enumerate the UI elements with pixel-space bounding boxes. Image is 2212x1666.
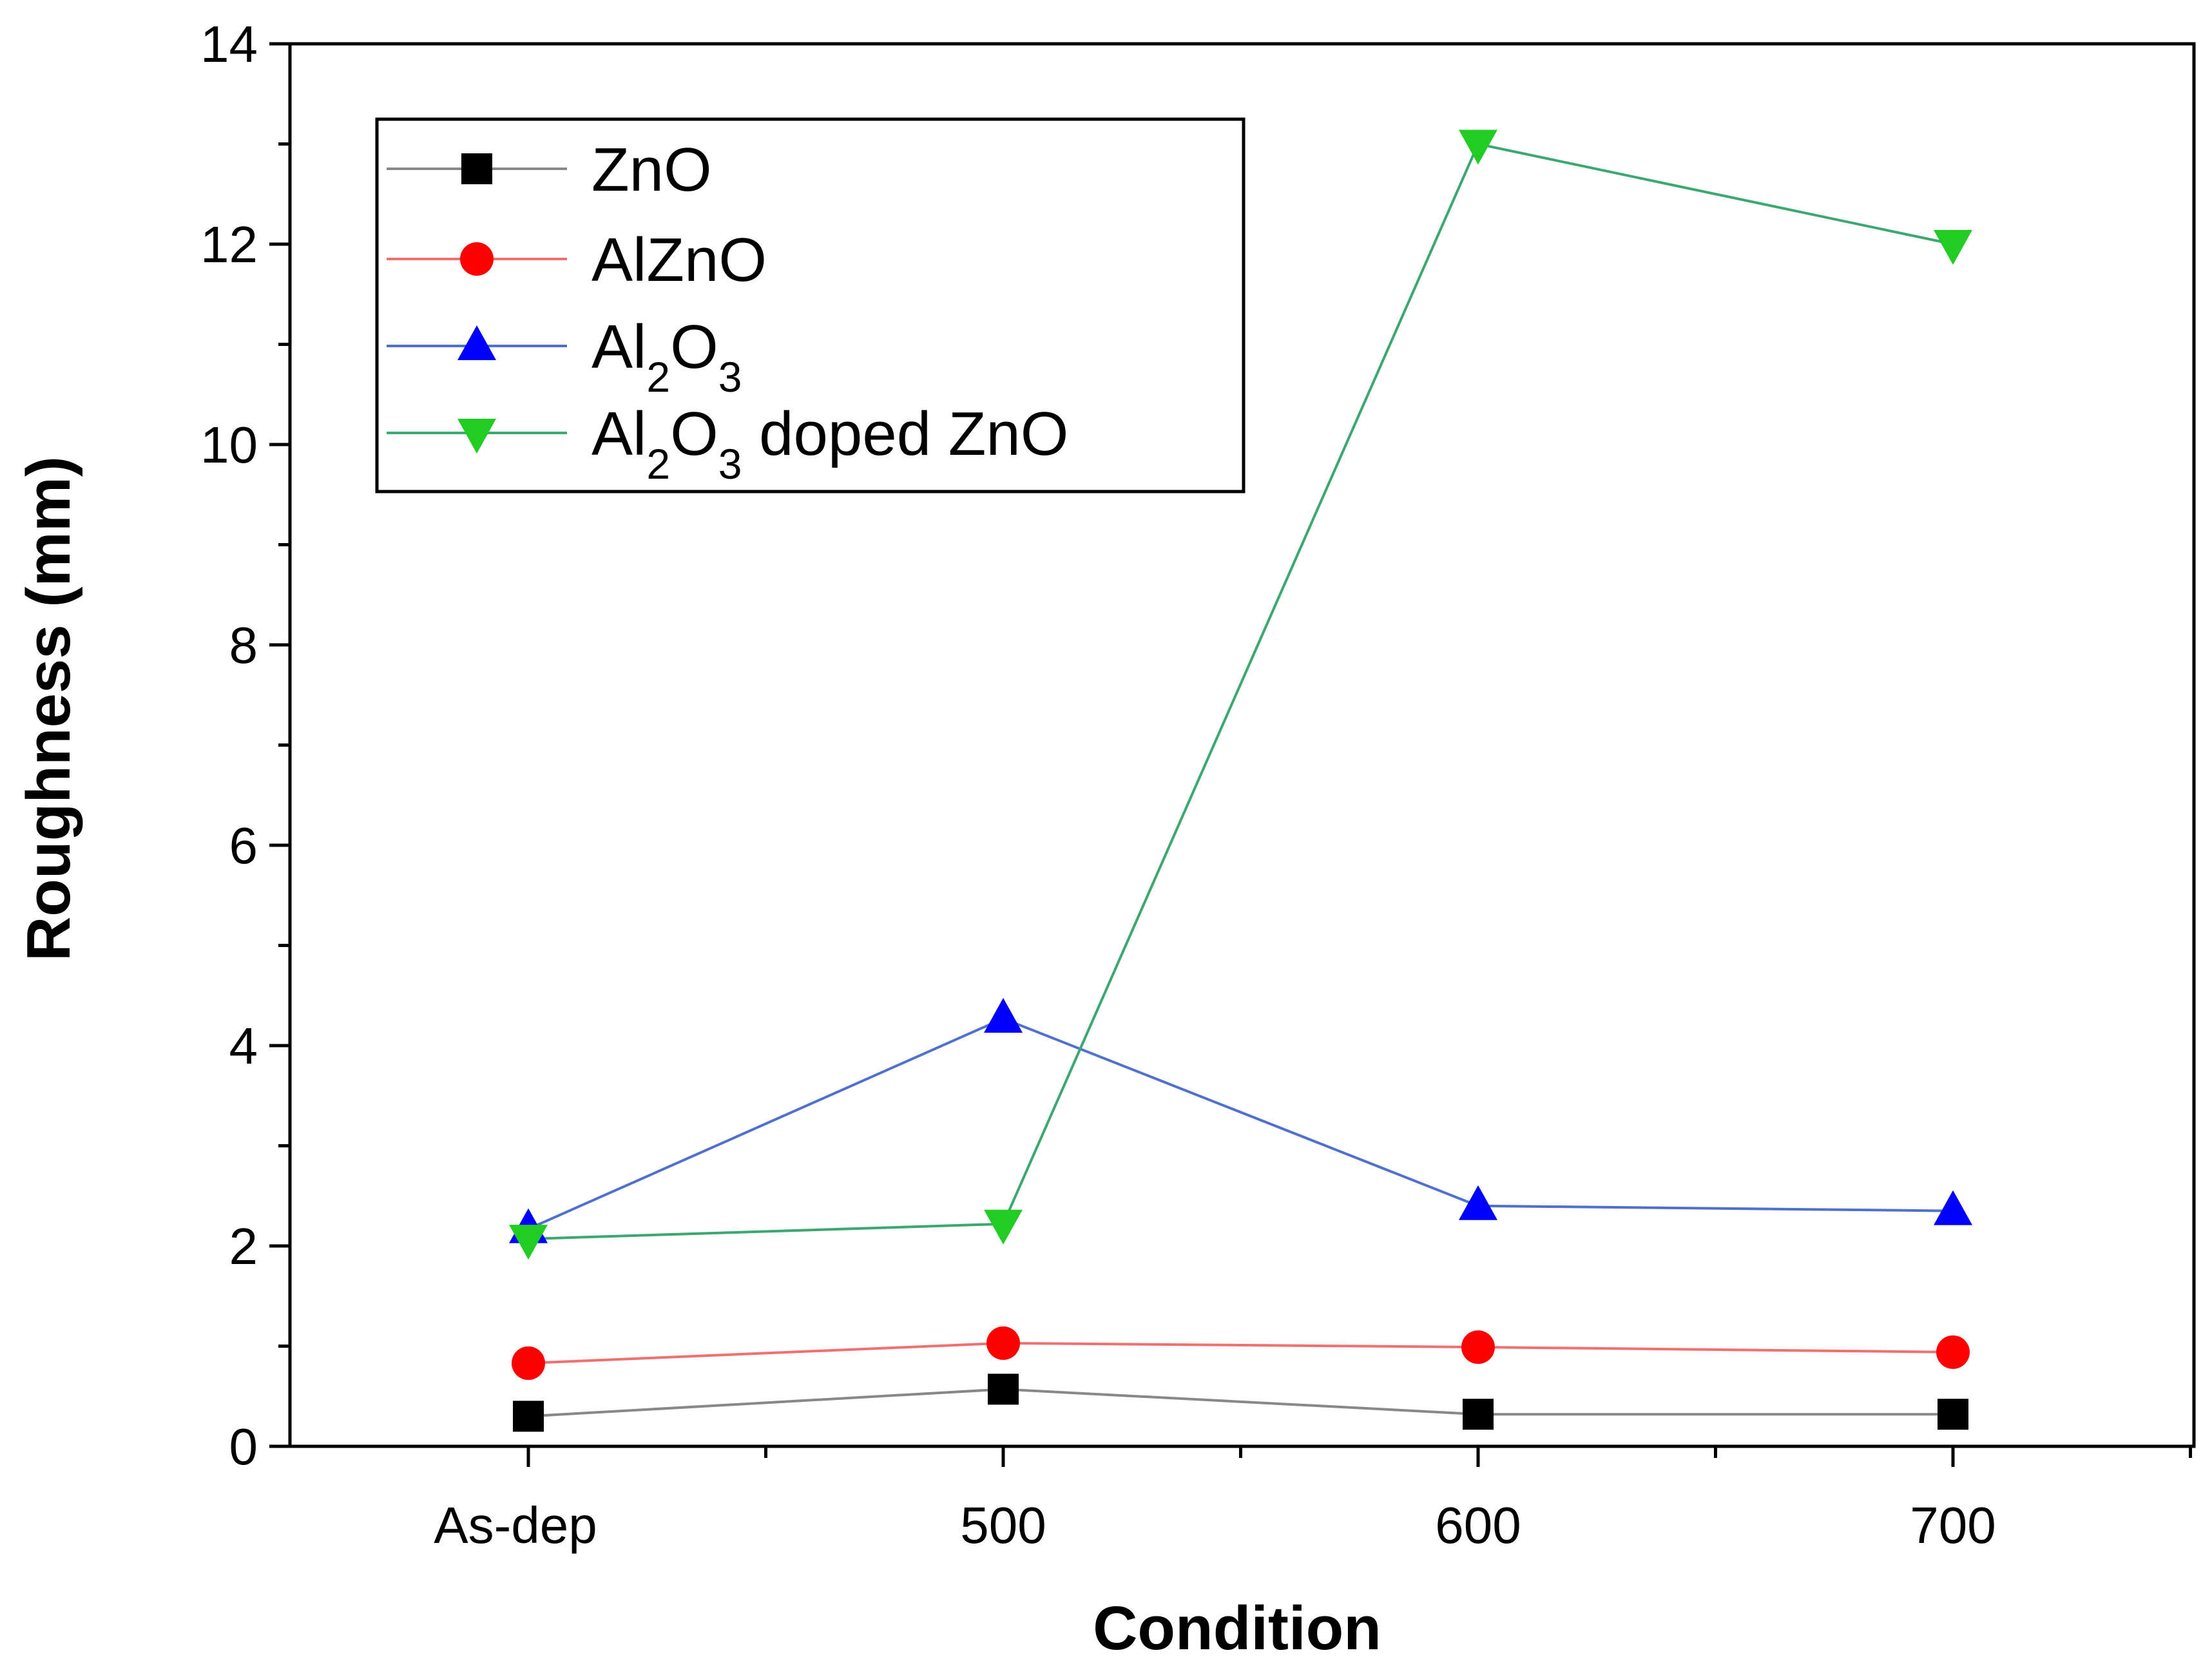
y-tick-label: 6 <box>229 817 258 874</box>
y-tick-label: 10 <box>200 416 258 474</box>
legend-label: Al2O3 doped ZnO <box>591 399 1068 488</box>
y-tick-label: 14 <box>200 15 258 73</box>
series-line-4 <box>528 142 1954 1241</box>
data-point <box>513 1401 544 1432</box>
legend-marker <box>457 419 496 454</box>
legend-marker <box>457 325 496 360</box>
series-line-1 <box>528 1388 1953 1418</box>
data-point <box>984 998 1023 1033</box>
x-tick-label: 700 <box>1910 1497 1996 1554</box>
x-axis-title: Condition <box>1093 1594 1381 1663</box>
y-tick-label: 0 <box>229 1418 258 1475</box>
legend-box <box>375 117 1245 493</box>
data-point <box>1934 1190 1972 1225</box>
y-tick-label: 2 <box>229 1218 258 1275</box>
data-point <box>1459 129 1497 165</box>
y-tick-label: 12 <box>200 216 258 273</box>
data-point <box>1459 1185 1497 1220</box>
x-tick-label: 500 <box>960 1497 1046 1554</box>
y-tick-label: 8 <box>229 617 258 674</box>
x-tick-label: 600 <box>1435 1497 1521 1554</box>
data-point <box>509 1225 548 1260</box>
legend-label: AlZnO <box>591 225 767 294</box>
data-point <box>988 1374 1019 1405</box>
data-point <box>512 1346 545 1380</box>
data-point <box>1463 1399 1494 1430</box>
data-point <box>1936 1335 1970 1369</box>
series-line-2 <box>528 1341 1954 1364</box>
legend-label: ZnO <box>591 135 712 204</box>
data-point <box>986 1326 1020 1360</box>
legend-label: Al2O3 <box>591 312 742 401</box>
legend-marker <box>460 242 494 276</box>
data-point <box>1934 230 1972 265</box>
data-point <box>1461 1330 1495 1364</box>
x-tick-label: As-dep <box>434 1497 597 1554</box>
y-axis-title: Roughness (mm) <box>14 456 83 961</box>
series-line-3 <box>528 1017 1954 1230</box>
legend-marker <box>461 153 492 184</box>
y-tick-label: 4 <box>229 1017 258 1075</box>
data-point <box>1938 1399 1968 1430</box>
data-point <box>984 1209 1023 1245</box>
